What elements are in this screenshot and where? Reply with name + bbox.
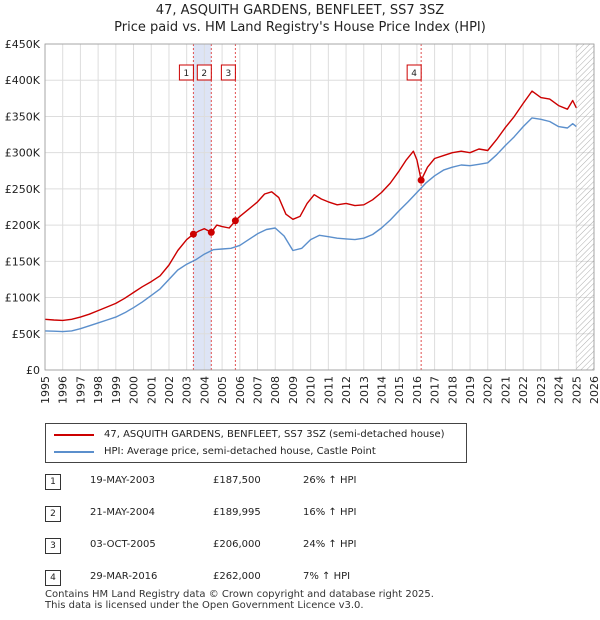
sale-point xyxy=(231,217,239,225)
title-line-2: Price paid vs. HM Land Registry's House … xyxy=(114,20,486,35)
x-tick-label: 2011 xyxy=(322,376,335,404)
x-tick-label: 2025 xyxy=(570,376,583,404)
x-tick-label: 2001 xyxy=(145,376,158,404)
legend-label-property: 47, ASQUITH GARDENS, BENFLEET, SS7 3SZ (… xyxy=(104,429,445,440)
legend-item-property: 47, ASQUITH GARDENS, BENFLEET, SS7 3SZ (… xyxy=(54,427,445,443)
x-tick-label: 2026 xyxy=(588,376,600,404)
x-tick-label: 2002 xyxy=(163,376,176,404)
sale-hpi-change: 26% ↑ HPI xyxy=(303,475,357,486)
legend: 47, ASQUITH GARDENS, BENFLEET, SS7 3SZ (… xyxy=(45,423,467,463)
x-tick-label: 2013 xyxy=(358,376,371,404)
x-tick-label: 2022 xyxy=(517,376,530,404)
sale-label-number: 3 xyxy=(226,69,232,79)
sale-date: 21-MAY-2004 xyxy=(90,507,156,518)
x-tick-label: 1999 xyxy=(110,376,123,404)
y-tick-label: £400K xyxy=(5,74,41,87)
x-tick-label: 2021 xyxy=(499,376,512,404)
sale-price: £187,500 xyxy=(213,475,261,486)
x-tick-label: 2004 xyxy=(198,376,211,404)
x-tick-label: 2012 xyxy=(340,376,353,404)
sale-hpi-change: 24% ↑ HPI xyxy=(303,539,357,550)
x-tick-label: 1995 xyxy=(39,376,52,404)
y-tick-label: £450K xyxy=(5,38,41,51)
sale-date: 29-MAR-2016 xyxy=(90,571,158,582)
chart-title: 47, ASQUITH GARDENS, BENFLEET, SS7 3SZ P… xyxy=(0,0,600,36)
title-line-1: 47, ASQUITH GARDENS, BENFLEET, SS7 3SZ xyxy=(155,3,445,18)
sale-hpi-change: 7% ↑ HPI xyxy=(303,571,351,582)
x-tick-label: 2019 xyxy=(464,376,477,404)
footer: Contains HM Land Registry data © Crown c… xyxy=(45,589,434,611)
legend-item-hpi: HPI: Average price, semi-detached house,… xyxy=(54,444,376,460)
sale-label-number: 2 xyxy=(201,69,207,79)
sale-label-box xyxy=(406,64,422,81)
x-tick-label: 2010 xyxy=(305,376,318,404)
sale-point xyxy=(417,176,425,184)
x-tick-label: 2016 xyxy=(411,376,424,404)
table-row: 2 21-MAY-2004 £189,995 16% ↑ HPI xyxy=(45,504,585,522)
x-tick-label: 1997 xyxy=(74,376,87,404)
sale-hpi-change: 16% ↑ HPI xyxy=(303,507,357,518)
future-hatch xyxy=(576,44,594,370)
x-tick-label: 2007 xyxy=(252,376,265,404)
x-tick-label: 2023 xyxy=(535,376,548,404)
sale-number-badge: 3 xyxy=(45,538,61,554)
table-row: 1 19-MAY-2003 £187,500 26% ↑ HPI xyxy=(45,472,585,490)
x-tick-label: 1996 xyxy=(57,376,70,404)
sale-number-badge: 4 xyxy=(45,570,61,586)
sale-price: £262,000 xyxy=(213,571,261,582)
x-tick-label: 2024 xyxy=(553,376,566,404)
sale-number-badge: 1 xyxy=(45,474,61,490)
sale-point xyxy=(189,230,197,238)
sale-label-number: 1 xyxy=(184,69,190,79)
y-tick-label: £200K xyxy=(5,219,41,232)
x-tick-label: 2005 xyxy=(216,376,229,404)
sale-date: 19-MAY-2003 xyxy=(90,475,156,486)
sale-label-box xyxy=(220,64,236,81)
x-tick-label: 2009 xyxy=(287,376,300,404)
x-tick-label: 2017 xyxy=(429,376,442,404)
y-tick-label: £50K xyxy=(12,328,41,341)
footer-copyright: Contains HM Land Registry data © Crown c… xyxy=(45,589,434,600)
x-tick-label: 2008 xyxy=(269,376,282,404)
legend-label-hpi: HPI: Average price, semi-detached house,… xyxy=(104,446,376,457)
x-tick-label: 1998 xyxy=(92,376,105,404)
series-line-hpi xyxy=(44,117,577,333)
y-tick-label: £350K xyxy=(5,110,41,123)
x-tick-label: 2006 xyxy=(234,376,247,404)
x-tick-label: 2020 xyxy=(482,376,495,404)
footer-licence: This data is licensed under the Open Gov… xyxy=(45,600,364,611)
y-tick-label: £250K xyxy=(5,183,41,196)
sale-price: £206,000 xyxy=(213,539,261,550)
y-tick-label: £300K xyxy=(5,147,41,160)
plot-frame xyxy=(44,43,595,371)
x-tick-label: 2018 xyxy=(446,376,459,404)
series-line-property xyxy=(44,90,577,322)
sale-label-box xyxy=(196,64,212,81)
table-row: 4 29-MAR-2016 £262,000 7% ↑ HPI xyxy=(45,568,585,586)
sale-label-number: 4 xyxy=(411,69,417,79)
x-tick-label: 2015 xyxy=(393,376,406,404)
sale-number-badge: 2 xyxy=(45,506,61,522)
legend-swatch-hpi xyxy=(54,451,94,453)
sale-price: £189,995 xyxy=(213,507,261,518)
table-row: 3 03-OCT-2005 £206,000 24% ↑ HPI xyxy=(45,536,585,554)
y-tick-label: £150K xyxy=(5,255,41,268)
sale-point xyxy=(207,228,215,236)
x-tick-label: 2003 xyxy=(181,376,194,404)
x-tick-label: 2000 xyxy=(128,376,141,404)
sale-date: 03-OCT-2005 xyxy=(90,539,156,550)
x-tick-label: 2014 xyxy=(375,376,388,404)
sale-label-box xyxy=(178,64,194,81)
price-chart: 1 2 3 4 £0 £50K £100K £150K £200K £250K £300K £350… xyxy=(5,38,600,404)
legend-swatch-property xyxy=(54,434,94,436)
y-tick-label: £100K xyxy=(5,292,41,305)
sale-band xyxy=(193,44,212,370)
y-tick-label: £0 xyxy=(26,364,40,377)
